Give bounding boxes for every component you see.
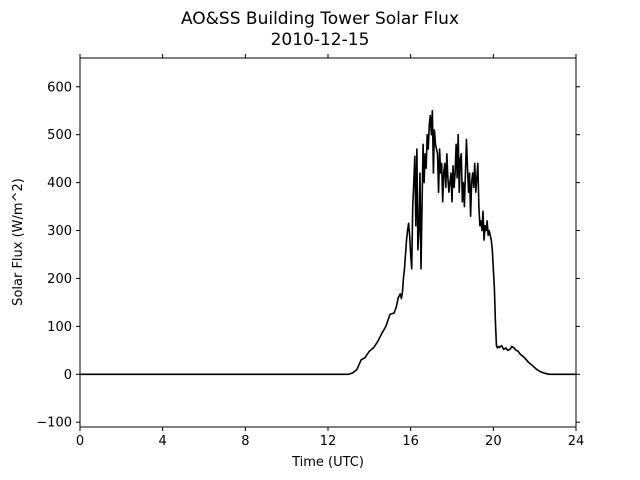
y-tick-label: −100: [36, 416, 72, 431]
x-axis-ticks: 0 4 8 12 16 20 24: [76, 54, 584, 449]
plot-frame: [79, 57, 577, 428]
x-tick-label: 12: [320, 434, 337, 449]
y-axis-label: Solar Flux (W/m^2): [11, 178, 26, 306]
y-tick-label: 400: [47, 176, 72, 191]
x-tick-label: 16: [402, 434, 419, 449]
chart-title: AO&SS Building Tower Solar Flux: [181, 9, 459, 29]
y-tick-label: 500: [47, 128, 72, 143]
x-tick-label: 24: [568, 434, 585, 449]
plot-area: 0 4 8 12 16 20 24 −100 0 100 200 300 400 500 600: [36, 54, 584, 449]
x-tick-label: 0: [76, 434, 84, 449]
solar-flux-line: [80, 109, 576, 376]
y-tick-label: 600: [47, 80, 72, 95]
y-tick-label: 200: [47, 272, 72, 287]
y-tick-label: 100: [47, 320, 72, 335]
y-tick-label: 0: [64, 368, 72, 383]
x-tick-label: 20: [485, 434, 502, 449]
chart-subtitle: 2010-12-15: [271, 30, 370, 50]
y-tick-label: 300: [47, 224, 72, 239]
x-tick-label: 4: [159, 434, 167, 449]
x-axis-label: Time (UTC): [291, 455, 364, 470]
y-axis-ticks: −100 0 100 200 300 400 500 600: [36, 80, 580, 431]
x-tick-label: 8: [241, 434, 249, 449]
